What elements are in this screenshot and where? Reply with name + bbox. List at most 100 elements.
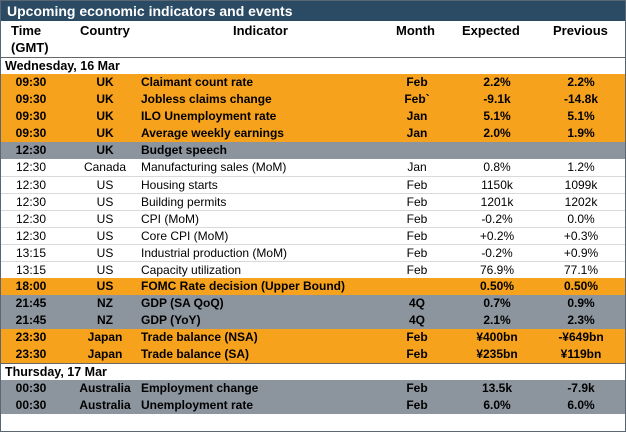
- cell-expected: 2.0%: [483, 126, 511, 140]
- cell-month: 4Q: [408, 313, 425, 327]
- cell-country: US: [96, 246, 114, 260]
- cell-country: UK: [96, 92, 114, 106]
- cell-country: NZ: [97, 313, 113, 327]
- header-month: Month: [396, 23, 435, 38]
- table-title: Upcoming economic indicators and events: [1, 1, 625, 21]
- cell-country: US: [96, 195, 114, 209]
- table-row: 12:30 US Core CPI (MoM) Feb +0.2% +0.3%: [1, 227, 625, 245]
- cell-indicator: Claimant count rate: [141, 75, 254, 89]
- table-row: 09:30 UK Jobless claims change Feb` -9.1k -14…: [1, 91, 625, 108]
- cell-indicator: Employment change: [141, 381, 259, 395]
- cell-month: Feb: [406, 212, 428, 226]
- table-row: 23:30 Japan Trade balance (NSA) Feb ¥400bn -¥…: [1, 329, 625, 346]
- cell-expected: 2.1%: [483, 313, 511, 327]
- cell-country: Australia: [79, 398, 131, 412]
- cell-indicator: Trade balance (NSA): [141, 330, 258, 344]
- cell-month: Feb: [406, 229, 428, 243]
- cell-month: Jan: [406, 126, 428, 140]
- header-time-sub: (GMT): [11, 40, 49, 55]
- table-row: 12:30 UK Budget speech: [1, 142, 625, 159]
- cell-time: 00:30: [15, 381, 47, 395]
- cell-country: UK: [96, 143, 114, 157]
- cell-indicator: Building permits: [141, 195, 227, 209]
- cell-time: 09:30: [15, 92, 47, 106]
- cell-indicator: Manufacturing sales (MoM): [141, 160, 287, 174]
- cell-indicator: GDP (SA QoQ): [141, 296, 224, 310]
- cell-indicator: Budget speech: [141, 143, 228, 157]
- cell-time: 00:30: [15, 398, 47, 412]
- cell-previous: 77.1%: [563, 263, 599, 277]
- cell-country: UK: [96, 75, 114, 89]
- header-previous: Previous: [553, 23, 608, 38]
- table-row: 13:15 US Capacity utilization Feb 76.9% 77.1%: [1, 261, 625, 279]
- cell-previous: 6.0%: [567, 398, 595, 412]
- section-date-label: Thursday, 17 Mar: [5, 365, 107, 379]
- header-time: Time: [11, 23, 42, 38]
- cell-previous: ¥119bn: [560, 347, 602, 361]
- cell-country: US: [96, 212, 114, 226]
- cell-previous: 0.50%: [563, 279, 599, 293]
- cell-time: 21:45: [15, 313, 47, 327]
- cell-time: 09:30: [15, 126, 47, 140]
- table-row: 12:30 US CPI (MoM) Feb -0.2% 0.0%: [1, 210, 625, 228]
- cell-time: 09:30: [15, 109, 47, 123]
- cell-expected: 0.8%: [483, 160, 511, 174]
- cell-indicator: ILO Unemployment rate: [141, 109, 277, 123]
- cell-month: Feb: [406, 347, 428, 361]
- table-row: 00:30 Australia Unemployment rate Feb 6.0% 6.…: [1, 397, 625, 414]
- cell-country: Japan: [87, 347, 123, 361]
- cell-indicator: GDP (YoY): [141, 313, 201, 327]
- cell-indicator: Unemployment rate: [141, 398, 254, 412]
- cell-indicator: Average weekly earnings: [141, 126, 284, 140]
- cell-previous: +0.3%: [563, 229, 599, 243]
- cell-month: Feb: [406, 195, 428, 209]
- cell-expected: 5.1%: [483, 109, 511, 123]
- cell-month: Jan: [407, 160, 427, 174]
- cell-expected: -0.2%: [481, 212, 513, 226]
- cell-expected: 2.2%: [483, 75, 511, 89]
- cell-indicator: Industrial production (MoM): [141, 246, 288, 260]
- cell-expected: 0.7%: [483, 296, 511, 310]
- cell-month: Feb: [406, 263, 428, 277]
- table-row: 12:30 US Building permits Feb 1201k 1202k: [1, 193, 625, 211]
- cell-indicator: Trade balance (SA): [141, 347, 250, 361]
- cell-expected: ¥235bn: [476, 347, 518, 361]
- cell-country: Japan: [87, 330, 123, 344]
- cell-month: Feb: [406, 381, 428, 395]
- header-indicator: Indicator: [233, 23, 288, 38]
- cell-expected: 0.50%: [479, 279, 515, 293]
- table-row: 09:30 UK Claimant count rate Feb 2.2% 2.2%: [1, 74, 625, 91]
- cell-expected: -9.1k: [483, 92, 511, 106]
- cell-month: Feb: [406, 178, 428, 192]
- table-row: 13:15 US Industrial production (MoM) Feb -0.…: [1, 244, 625, 262]
- header-country: Country: [80, 23, 130, 38]
- cell-country: US: [96, 229, 114, 243]
- table-row: 21:45 NZ GDP (SA QoQ) 4Q 0.7% 0.9%: [1, 295, 625, 312]
- cell-previous: 1.9%: [567, 126, 595, 140]
- cell-expected: 1201k: [480, 195, 514, 209]
- header-expected: Expected: [462, 23, 520, 38]
- cell-expected: 6.0%: [483, 398, 511, 412]
- table-row: 09:30 UK Average weekly earnings Jan 2.0% 1.9…: [1, 125, 625, 142]
- cell-country: UK: [96, 109, 114, 123]
- cell-time: 13:15: [15, 246, 47, 260]
- cell-previous: +0.9%: [563, 246, 599, 260]
- cell-previous: 2.3%: [567, 313, 595, 327]
- cell-time: 12:30: [15, 178, 47, 192]
- cell-month: Feb: [406, 246, 428, 260]
- cell-expected: -0.2%: [481, 246, 513, 260]
- cell-indicator: FOMC Rate decision (Upper Bound): [141, 279, 345, 293]
- table-row: 23:30 Japan Trade balance (SA) Feb ¥235bn ¥11…: [1, 346, 625, 363]
- cell-indicator: CPI (MoM): [141, 212, 199, 226]
- section-date-label: Wednesday, 16 Mar: [5, 59, 120, 73]
- cell-time: 13:15: [15, 263, 47, 277]
- cell-month: Jan: [406, 109, 428, 123]
- table-row: 12:30 US Housing starts Feb 1150k 1099k: [1, 176, 625, 194]
- cell-expected: 1150k: [481, 178, 513, 192]
- cell-time: 23:30: [15, 330, 47, 344]
- date-section-row: Wednesday, 16 Mar: [1, 57, 625, 74]
- cell-indicator: Capacity utilization: [141, 263, 242, 277]
- table-row: 09:30 UK ILO Unemployment rate Jan 5.1% 5.1%: [1, 108, 625, 125]
- cell-country: US: [96, 178, 114, 192]
